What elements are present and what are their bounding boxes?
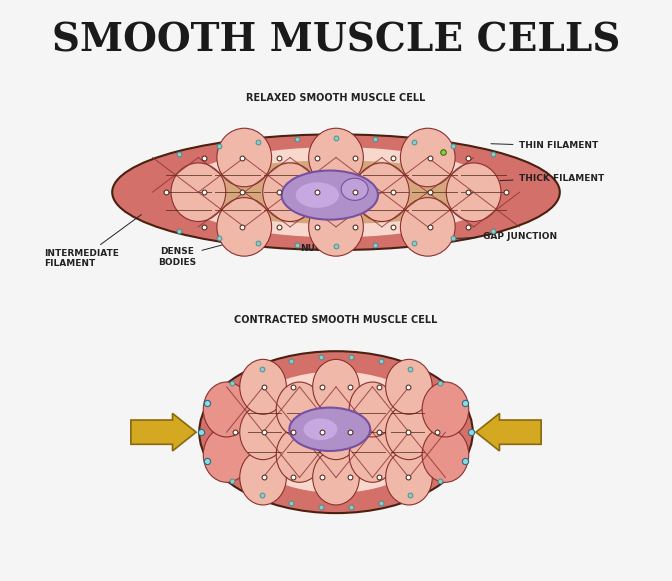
Ellipse shape xyxy=(312,360,360,414)
Text: CONTRACTED SMOOTH MUSCLE CELL: CONTRACTED SMOOTH MUSCLE CELL xyxy=(235,315,437,325)
Text: SMOOTH MUSCLE CELLS: SMOOTH MUSCLE CELLS xyxy=(52,21,620,60)
Ellipse shape xyxy=(401,128,455,187)
Ellipse shape xyxy=(171,163,226,221)
Ellipse shape xyxy=(386,405,432,460)
Ellipse shape xyxy=(296,182,339,208)
Ellipse shape xyxy=(179,160,493,224)
Ellipse shape xyxy=(422,382,469,437)
Text: DENSE
BODIES: DENSE BODIES xyxy=(159,237,253,267)
FancyArrow shape xyxy=(131,413,196,451)
Ellipse shape xyxy=(386,450,432,505)
Ellipse shape xyxy=(290,408,370,451)
Ellipse shape xyxy=(240,450,286,505)
Ellipse shape xyxy=(175,147,497,237)
Ellipse shape xyxy=(446,163,501,221)
Text: THIN FILAMENT: THIN FILAMENT xyxy=(491,141,598,150)
Ellipse shape xyxy=(276,428,323,482)
Ellipse shape xyxy=(349,382,396,437)
Ellipse shape xyxy=(203,382,250,437)
Text: INTERMEDIATE
FILAMENT: INTERMEDIATE FILAMENT xyxy=(44,214,141,268)
Ellipse shape xyxy=(282,170,378,220)
Ellipse shape xyxy=(203,428,250,482)
Ellipse shape xyxy=(312,450,360,505)
Ellipse shape xyxy=(217,128,271,187)
Ellipse shape xyxy=(308,128,364,187)
Ellipse shape xyxy=(112,134,560,250)
FancyArrow shape xyxy=(476,413,541,451)
Text: GAP JUNCTION: GAP JUNCTION xyxy=(455,232,557,241)
Ellipse shape xyxy=(341,178,368,200)
Ellipse shape xyxy=(401,198,455,256)
Ellipse shape xyxy=(276,382,323,437)
Ellipse shape xyxy=(217,198,271,256)
Ellipse shape xyxy=(386,360,432,414)
Ellipse shape xyxy=(308,198,364,256)
Text: NUCLEUS: NUCLEUS xyxy=(300,220,347,253)
Ellipse shape xyxy=(199,351,473,513)
Text: RELAXED SMOOTH MUSCLE CELL: RELAXED SMOOTH MUSCLE CELL xyxy=(247,92,425,103)
Ellipse shape xyxy=(355,163,409,221)
Ellipse shape xyxy=(236,388,436,476)
Ellipse shape xyxy=(263,163,317,221)
Ellipse shape xyxy=(422,428,469,482)
Ellipse shape xyxy=(304,418,337,440)
Ellipse shape xyxy=(240,405,286,460)
Ellipse shape xyxy=(233,371,439,493)
Ellipse shape xyxy=(312,405,360,460)
Ellipse shape xyxy=(349,428,396,482)
Ellipse shape xyxy=(240,360,286,414)
Text: THICK FILAMENT: THICK FILAMENT xyxy=(500,174,603,183)
